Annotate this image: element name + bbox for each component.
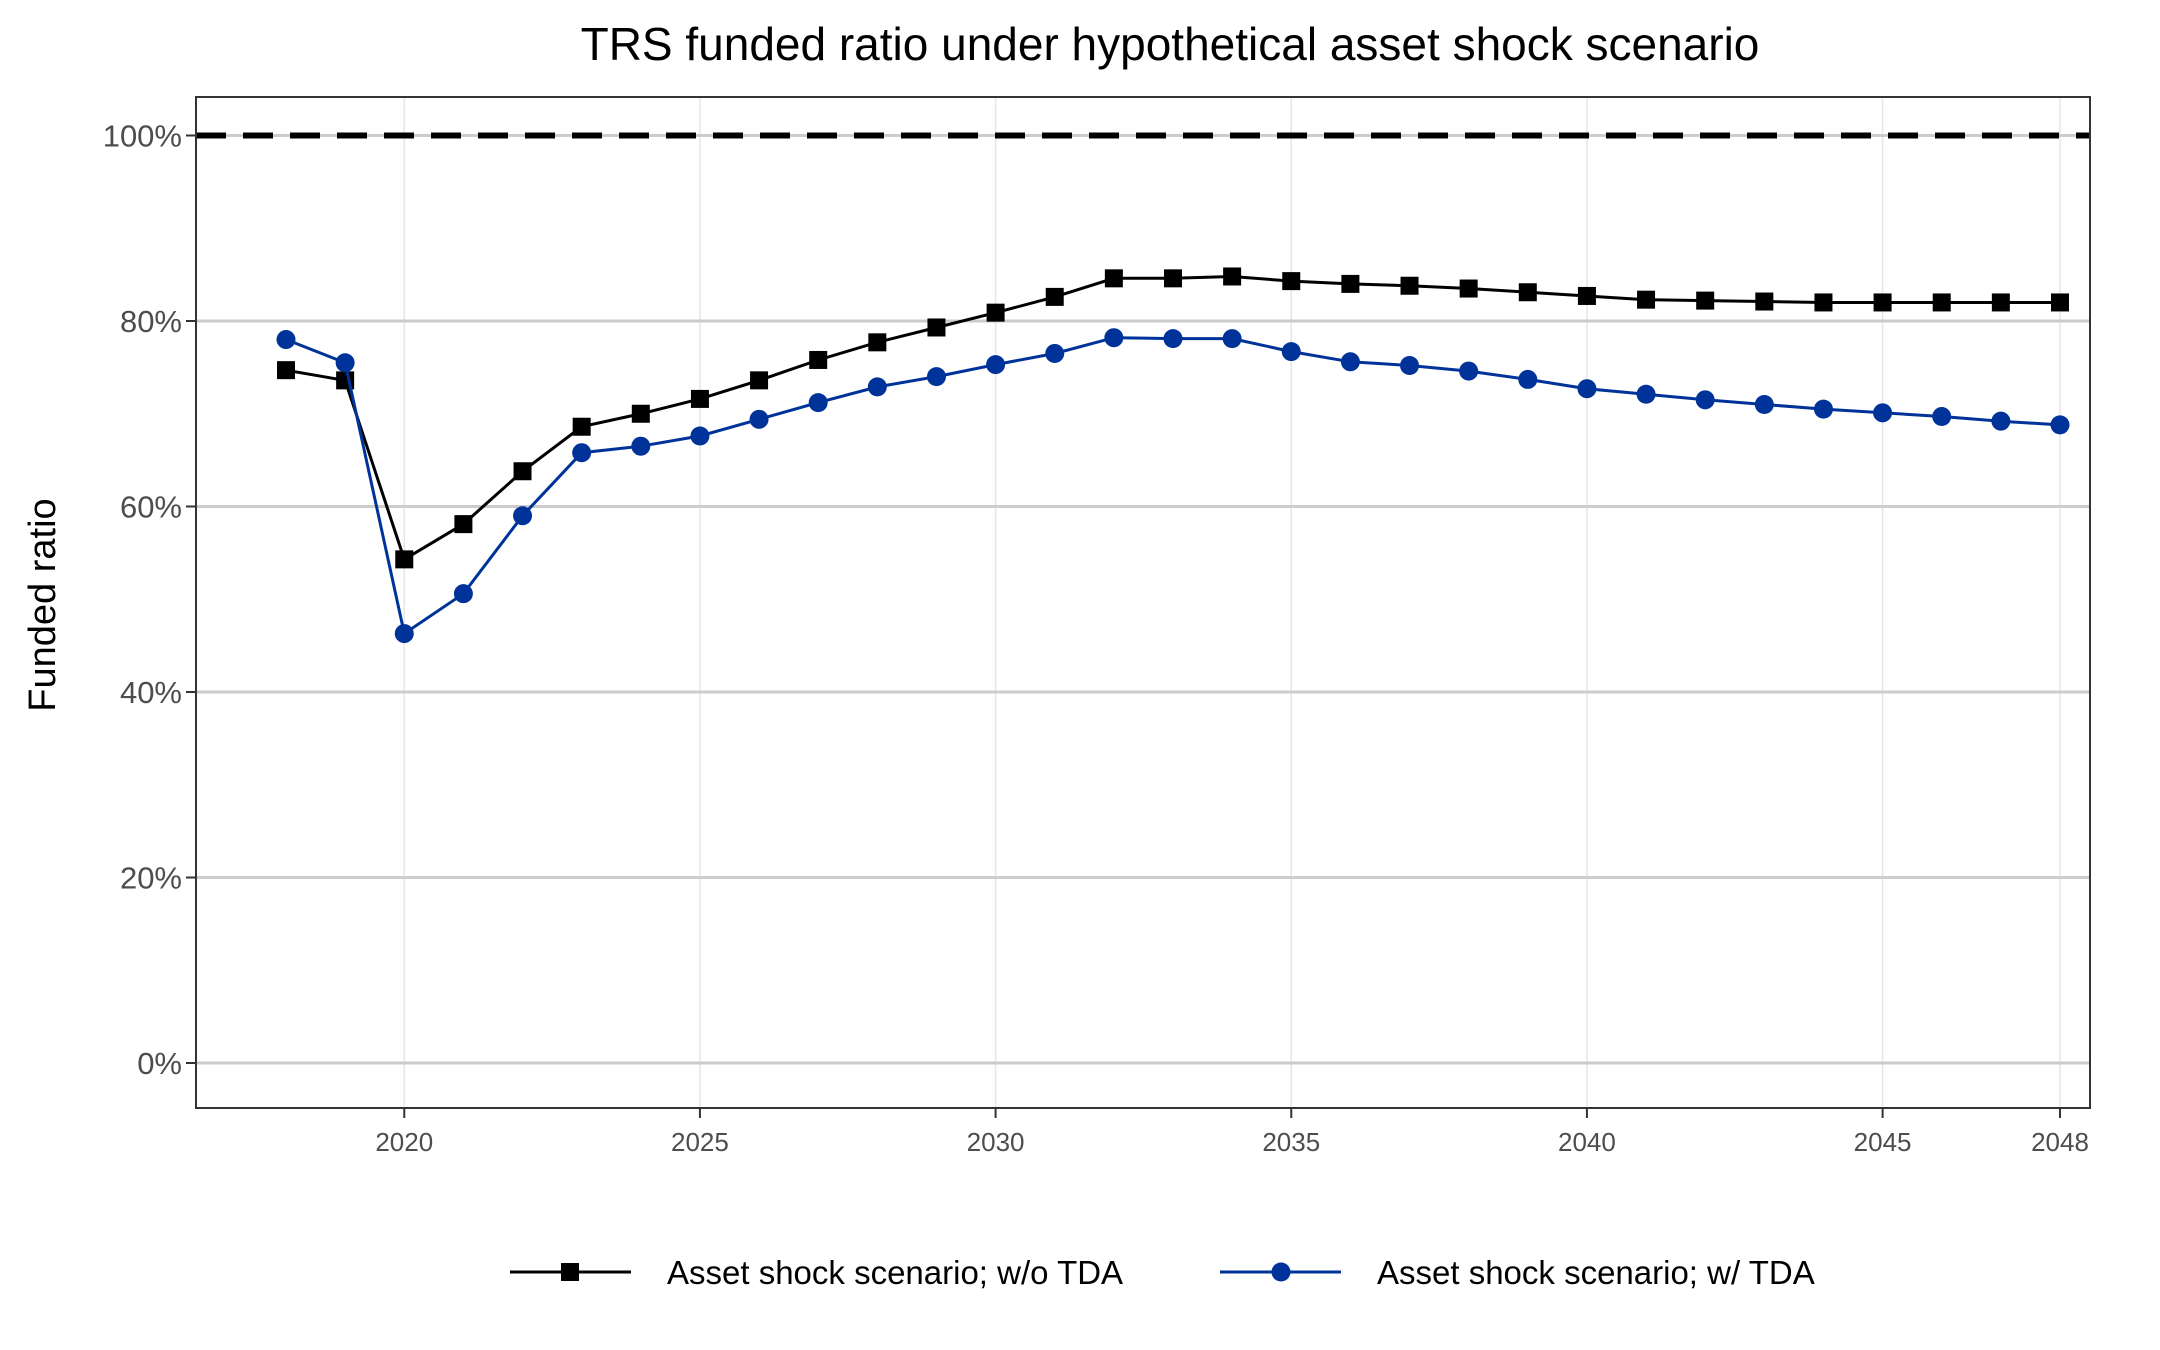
data-point-square	[1223, 267, 1242, 286]
data-point-circle	[1695, 390, 1715, 410]
data-point-square	[1637, 290, 1656, 309]
legend-label: Asset shock scenario; w/ TDA	[1377, 1254, 1815, 1291]
data-point-square	[1400, 276, 1419, 295]
data-point-square	[1518, 283, 1537, 302]
data-point-circle	[394, 624, 414, 644]
data-point-circle	[335, 353, 355, 373]
data-point-square	[454, 515, 473, 534]
data-point-circle	[631, 436, 651, 456]
data-point-square	[1104, 269, 1123, 288]
legend-marker-square	[561, 1263, 579, 1281]
data-point-circle	[1636, 384, 1656, 404]
data-point-square	[750, 371, 769, 390]
x-tick-label: 2030	[967, 1127, 1025, 1157]
data-point-circle	[572, 443, 592, 463]
data-point-circle	[749, 409, 769, 429]
data-point-circle	[513, 506, 533, 526]
data-point-circle	[2050, 415, 2070, 435]
data-point-circle	[1281, 342, 1301, 362]
data-point-square	[927, 318, 946, 337]
data-point-circle	[1991, 411, 2011, 431]
legend-label: Asset shock scenario; w/o TDA	[667, 1254, 1123, 1291]
data-point-circle	[926, 367, 946, 387]
plot-border	[195, 96, 2091, 1109]
data-point-square	[809, 350, 828, 369]
legend: Asset shock scenario; w/o TDA Asset shock…	[510, 1254, 1815, 1291]
y-tick-label: 20%	[120, 861, 182, 896]
data-point-square	[1163, 269, 1182, 288]
data-point-circle	[1932, 407, 1952, 427]
data-point-circle	[867, 377, 887, 397]
data-point-circle	[1340, 352, 1360, 372]
x-tick-label: 2048	[2031, 1127, 2089, 1157]
data-point-square	[2050, 293, 2069, 312]
y-tick-label: 40%	[120, 675, 182, 710]
data-point-circle	[1163, 329, 1183, 349]
y-tick-label: 80%	[120, 304, 182, 339]
data-point-square	[690, 389, 709, 408]
data-point-square	[631, 404, 650, 423]
x-tick-label: 2020	[375, 1127, 433, 1157]
data-point-square	[1577, 286, 1596, 305]
y-tick-label: 100%	[103, 119, 182, 154]
data-point-square	[986, 303, 1005, 322]
y-tick-label: 0%	[137, 1046, 182, 1081]
data-point-circle	[1518, 369, 1538, 389]
data-point-square	[1045, 287, 1064, 306]
data-point-square	[1755, 292, 1774, 311]
data-point-circle	[1104, 328, 1124, 348]
data-point-square	[1873, 293, 1892, 312]
data-point-circle	[276, 330, 296, 350]
data-point-circle	[453, 584, 473, 604]
data-point-square	[1459, 279, 1478, 298]
data-point-circle	[986, 355, 1006, 375]
legend-item: Asset shock scenario; w/o TDA	[510, 1254, 1123, 1291]
data-point-square	[1991, 293, 2010, 312]
x-tick-label: 2035	[1262, 1127, 1320, 1157]
data-point-circle	[1459, 361, 1479, 381]
data-point-square	[572, 417, 591, 436]
data-point-circle	[1400, 356, 1420, 376]
x-tick-label: 2025	[671, 1127, 729, 1157]
chart-title: TRS funded ratio under hypothetical asse…	[581, 18, 1760, 70]
x-tick-label: 2040	[1558, 1127, 1616, 1157]
data-point-square	[277, 361, 295, 380]
data-point-square	[1932, 293, 1951, 312]
data-point-square	[1282, 272, 1301, 291]
data-point-square	[1696, 291, 1715, 310]
y-tick-label: 60%	[120, 490, 182, 525]
data-point-circle	[690, 426, 710, 446]
data-point-circle	[1813, 399, 1833, 419]
data-point-square	[1341, 274, 1360, 293]
data-point-square	[395, 550, 414, 569]
data-point-circle	[1222, 329, 1242, 349]
data-point-circle	[808, 393, 828, 413]
x-tick-label: 2045	[1854, 1127, 1912, 1157]
y-axis-label: Funded ratio	[22, 498, 64, 711]
data-point-circle	[1577, 379, 1597, 399]
plot-area: 0% 20% 40% 60% 80% 100% 2020 2025 2030 2035 2040 20…	[103, 96, 2091, 1157]
data-point-circle	[1045, 343, 1065, 363]
data-point-square	[513, 462, 532, 481]
legend-marker-circle	[1271, 1262, 1291, 1282]
data-point-circle	[1873, 403, 1893, 423]
data-point-square	[1814, 293, 1833, 312]
data-point-square	[868, 333, 887, 352]
legend-item: Asset shock scenario; w/ TDA	[1220, 1254, 1815, 1291]
data-point-circle	[1754, 394, 1774, 414]
